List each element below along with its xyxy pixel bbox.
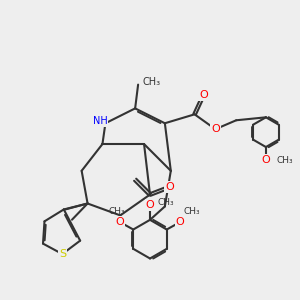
Text: S: S — [59, 249, 66, 259]
Text: CH₃: CH₃ — [158, 197, 174, 206]
Text: O: O — [262, 155, 270, 165]
Text: CH₃: CH₃ — [276, 156, 293, 165]
Text: O: O — [165, 182, 174, 192]
Text: O: O — [199, 90, 208, 100]
Text: CH₃: CH₃ — [183, 207, 200, 216]
Text: O: O — [211, 124, 220, 134]
Text: CH₃: CH₃ — [142, 77, 161, 87]
Text: NH: NH — [93, 116, 107, 126]
Text: CH₃: CH₃ — [109, 207, 125, 216]
Text: O: O — [116, 217, 124, 227]
Text: O: O — [176, 217, 184, 227]
Text: O: O — [146, 200, 154, 210]
